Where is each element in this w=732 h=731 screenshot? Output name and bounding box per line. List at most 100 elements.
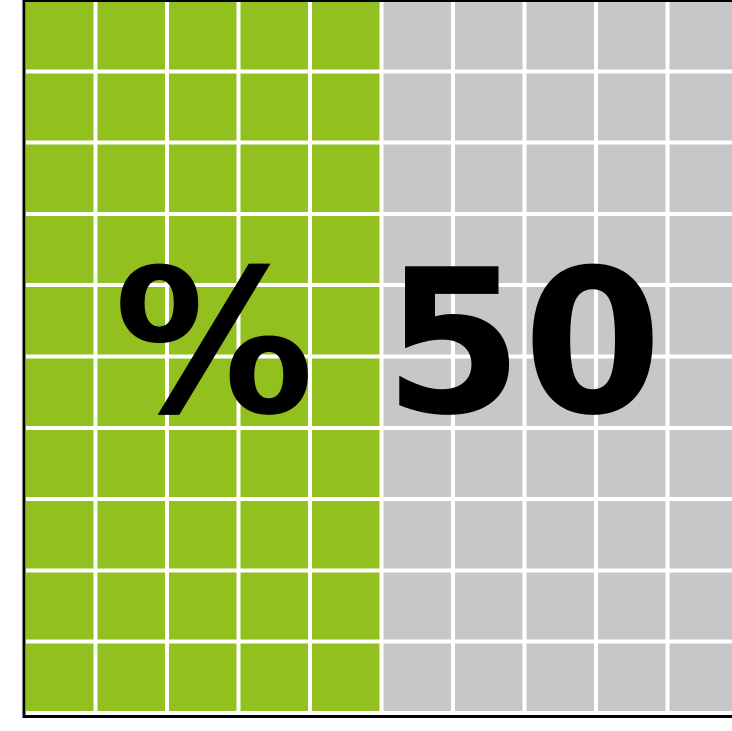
waffle-cell-filled <box>240 643 308 711</box>
waffle-cell-empty <box>526 73 594 141</box>
waffle-cell-empty <box>383 287 451 355</box>
waffle-cell-filled <box>240 73 308 141</box>
waffle-cell-filled <box>26 501 94 569</box>
waffle-cell-empty <box>526 572 594 640</box>
waffle-cell-empty <box>383 501 451 569</box>
waffle-cell-empty <box>669 643 732 711</box>
waffle-cell-filled <box>97 358 165 426</box>
waffle-cell-empty <box>455 358 523 426</box>
waffle-cell-empty <box>455 643 523 711</box>
waffle-cell-filled <box>169 287 237 355</box>
waffle-cell-empty <box>669 429 732 498</box>
waffle-cell-empty <box>669 358 732 426</box>
waffle-cell-filled <box>312 2 380 70</box>
waffle-cell-filled <box>169 501 237 569</box>
waffle-cell-empty <box>598 73 666 141</box>
waffle-cell-empty <box>526 215 594 284</box>
waffle-cell-empty <box>526 501 594 569</box>
waffle-cell-filled <box>97 73 165 141</box>
waffle-cell-filled <box>26 643 94 711</box>
waffle-cell-filled <box>240 501 308 569</box>
waffle-cell-filled <box>26 287 94 355</box>
waffle-cell-empty <box>598 429 666 498</box>
waffle-cell-empty <box>526 643 594 711</box>
waffle-cell-filled <box>312 572 380 640</box>
waffle-cell-empty <box>383 358 451 426</box>
waffle-cell-filled <box>312 501 380 569</box>
waffle-cell-empty <box>669 501 732 569</box>
waffle-cell-empty <box>669 73 732 141</box>
waffle-cell-filled <box>97 643 165 711</box>
waffle-cell-filled <box>240 215 308 284</box>
waffle-cells <box>26 2 732 711</box>
waffle-cell-filled <box>97 215 165 284</box>
waffle-cell-empty <box>455 287 523 355</box>
waffle-cell-empty <box>598 501 666 569</box>
waffle-cell-empty <box>455 73 523 141</box>
waffle-cell-filled <box>312 429 380 498</box>
waffle-cell-filled <box>312 73 380 141</box>
waffle-cell-filled <box>169 643 237 711</box>
waffle-cell-filled <box>240 2 308 70</box>
waffle-cell-empty <box>455 2 523 70</box>
waffle-cell-filled <box>240 144 308 212</box>
waffle-cell-empty <box>455 429 523 498</box>
waffle-cell-filled <box>169 572 237 640</box>
waffle-cell-filled <box>26 572 94 640</box>
waffle-cell-empty <box>383 643 451 711</box>
waffle-cell-empty <box>383 73 451 141</box>
waffle-cell-filled <box>169 2 237 70</box>
waffle-cell-filled <box>240 287 308 355</box>
waffle-cell-empty <box>598 144 666 212</box>
waffle-cell-filled <box>312 287 380 355</box>
waffle-cell-empty <box>526 2 594 70</box>
waffle-cell-filled <box>26 2 94 70</box>
waffle-cell-empty <box>383 215 451 284</box>
waffle-cell-empty <box>383 429 451 498</box>
waffle-cell-filled <box>97 501 165 569</box>
waffle-cell-empty <box>598 287 666 355</box>
waffle-cell-empty <box>669 215 732 284</box>
waffle-cell-empty <box>383 572 451 640</box>
waffle-cell-empty <box>598 643 666 711</box>
waffle-cell-filled <box>240 572 308 640</box>
waffle-cell-empty <box>669 572 732 640</box>
waffle-cell-empty <box>526 287 594 355</box>
waffle-cell-empty <box>669 144 732 212</box>
percent-label: % 50 <box>114 227 662 460</box>
waffle-cell-empty <box>526 144 594 212</box>
waffle-cell-empty <box>455 215 523 284</box>
waffle-cell-filled <box>97 572 165 640</box>
waffle-cell-filled <box>240 358 308 426</box>
waffle-cell-filled <box>26 144 94 212</box>
waffle-cell-empty <box>455 144 523 212</box>
waffle-cell-filled <box>312 643 380 711</box>
waffle-cell-filled <box>240 429 308 498</box>
waffle-cell-filled <box>26 73 94 141</box>
chart-border <box>22 0 732 718</box>
waffle-cell-filled <box>169 215 237 284</box>
waffle-cell-filled <box>312 358 380 426</box>
waffle-cell-empty <box>526 358 594 426</box>
waffle-cell-empty <box>383 144 451 212</box>
waffle-cell-filled <box>26 358 94 426</box>
waffle-cell-filled <box>169 144 237 212</box>
waffle-cell-empty <box>526 429 594 498</box>
waffle-cell-filled <box>97 2 165 70</box>
waffle-cell-filled <box>169 73 237 141</box>
waffle-cell-filled <box>26 215 94 284</box>
waffle-cell-empty <box>598 358 666 426</box>
waffle-cell-empty <box>383 2 451 70</box>
waffle-cell-filled <box>97 429 165 498</box>
waffle-cell-empty <box>598 215 666 284</box>
waffle-cell-filled <box>97 144 165 212</box>
waffle-cell-filled <box>312 215 380 284</box>
waffle-cell-filled <box>26 429 94 498</box>
waffle-cell-empty <box>455 501 523 569</box>
waffle-cell-filled <box>97 287 165 355</box>
waffle-cell-empty <box>598 2 666 70</box>
waffle-cell-empty <box>669 2 732 70</box>
waffle-cell-filled <box>312 144 380 212</box>
waffle-cell-filled <box>169 358 237 426</box>
